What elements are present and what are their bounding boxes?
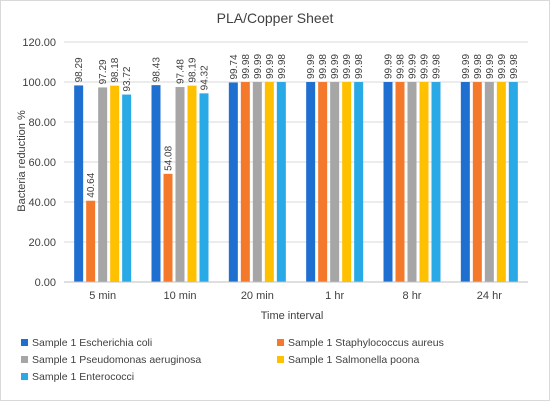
data-label: 97.48 (176, 59, 187, 84)
bars-layer (74, 82, 518, 283)
bar (98, 87, 108, 282)
bar (74, 85, 84, 282)
legend-label: Sample 1 Escherichia coli (32, 337, 152, 349)
bar (122, 94, 132, 282)
y-tick-label: 100.00 (22, 77, 56, 89)
bar (199, 93, 209, 282)
x-tick-label: 1 hr (325, 290, 344, 302)
data-label: 40.64 (86, 172, 97, 197)
data-label: 99.98 (277, 54, 288, 79)
bar (472, 82, 482, 282)
data-label: 99.99 (265, 54, 276, 79)
legend-swatch (21, 339, 28, 346)
bar (110, 85, 120, 282)
data-label: 99.74 (229, 54, 240, 79)
bar (354, 82, 364, 282)
bar (252, 82, 262, 283)
chart-title: PLA/Copper Sheet (217, 10, 334, 26)
x-tick-label: 8 hr (403, 290, 422, 302)
bar (264, 82, 274, 283)
legend-label: Sample 1 Enterococci (32, 371, 134, 383)
bar (86, 200, 96, 282)
data-label: 99.99 (485, 54, 496, 79)
data-label: 99.98 (473, 54, 484, 79)
data-label: 99.99 (342, 54, 353, 79)
data-label: 99.99 (420, 54, 431, 79)
bar (395, 82, 405, 282)
data-label: 99.98 (354, 54, 365, 79)
bar (175, 87, 185, 282)
legend: Sample 1 Escherichia coli Sample 1 Staphy… (21, 337, 444, 383)
y-tick-label: 60.00 (28, 157, 56, 169)
bar (330, 82, 340, 283)
data-label: 99.99 (408, 54, 419, 79)
bar (163, 173, 173, 282)
data-label: 98.43 (152, 57, 163, 82)
axis-layer: 0.00 20.00 40.00 60.00 80.00 100.00 120.00 5 mi… (22, 37, 528, 302)
x-tick-label: 5 min (89, 290, 116, 302)
bar (508, 82, 518, 282)
y-tick-label: 0.00 (35, 277, 56, 289)
y-axis-title: Bacteria reduction % (16, 110, 28, 212)
data-label: 99.99 (497, 54, 508, 79)
legend-label: Sample 1 Pseudomonas aeruginosa (32, 354, 201, 366)
data-label: 99.99 (306, 54, 317, 79)
legend-label: Sample 1 Staphylococcus aureus (288, 337, 444, 349)
legend-swatch (21, 373, 28, 380)
x-tick-label: 10 min (163, 290, 196, 302)
data-label: 97.29 (98, 59, 109, 84)
data-label: 99.98 (396, 54, 407, 79)
data-label: 99.99 (253, 54, 264, 79)
data-label: 54.08 (164, 145, 175, 170)
legend-swatch (277, 356, 284, 363)
y-tick-label: 40.00 (28, 197, 56, 209)
data-label: 99.99 (330, 54, 341, 79)
bar (419, 82, 429, 283)
grid-layer (64, 41, 528, 243)
x-tick-label: 24 hr (477, 290, 502, 302)
bar (484, 82, 494, 283)
legend-swatch (277, 339, 284, 346)
y-tick-label: 120.00 (22, 37, 56, 49)
data-label: 99.98 (318, 54, 329, 79)
bar (460, 82, 470, 283)
bar (431, 82, 441, 282)
data-label: 99.98 (432, 54, 443, 79)
bar (187, 85, 197, 283)
bar (240, 82, 250, 282)
data-label: 99.98 (241, 54, 252, 79)
data-label: 94.32 (200, 65, 211, 90)
bar (306, 82, 316, 283)
bar (407, 82, 417, 283)
x-axis-title: Time interval (261, 310, 324, 322)
bar (383, 82, 393, 283)
bar (318, 82, 328, 282)
legend-swatch (21, 356, 28, 363)
data-label: 99.99 (384, 54, 395, 79)
y-tick-label: 20.00 (28, 237, 56, 249)
bar (151, 85, 161, 282)
data-label: 98.18 (110, 57, 121, 82)
x-tick-label: 20 min (241, 290, 274, 302)
data-label: 99.98 (509, 54, 520, 79)
bar (276, 82, 286, 282)
bar (496, 82, 506, 283)
data-label: 99.99 (461, 54, 472, 79)
data-labels-layer: 98.29 40.64 97.29 98.18 93.72 98.43 54.08 97.48… (74, 54, 520, 198)
data-label: 98.19 (188, 57, 199, 82)
data-label: 98.29 (74, 57, 85, 82)
y-tick-label: 80.00 (28, 117, 56, 129)
legend-label: Sample 1 Salmonella poona (288, 354, 419, 366)
data-label: 93.72 (122, 66, 133, 91)
bar (342, 82, 352, 283)
bar (228, 82, 238, 283)
